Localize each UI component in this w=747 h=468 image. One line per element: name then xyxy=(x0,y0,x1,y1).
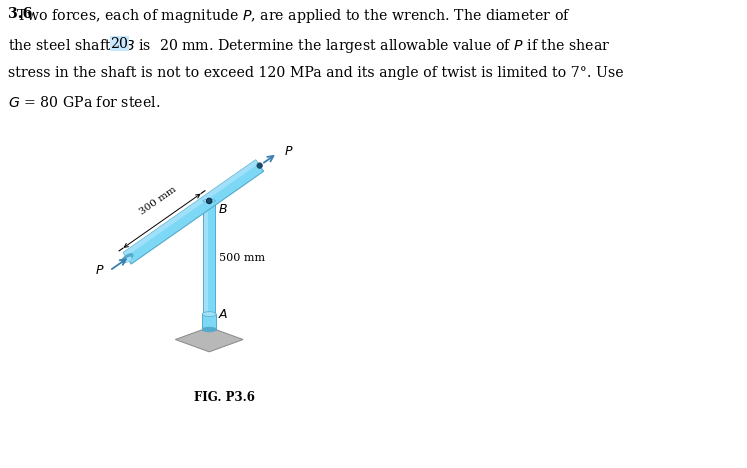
Bar xyxy=(204,201,208,314)
Text: $P$: $P$ xyxy=(284,145,293,158)
Text: stress in the shaft is not to exceed 120 MPa and its angle of twist is limited t: stress in the shaft is not to exceed 120… xyxy=(8,66,624,80)
Bar xyxy=(202,314,216,329)
Ellipse shape xyxy=(121,254,133,263)
Ellipse shape xyxy=(202,327,216,332)
Bar xyxy=(203,201,215,314)
Text: FIG. P3.6: FIG. P3.6 xyxy=(193,391,255,404)
Text: $A$: $A$ xyxy=(218,307,229,321)
Text: Two forces, each of magnitude $P$, are applied to the wrench. The diameter of: Two forces, each of magnitude $P$, are a… xyxy=(8,7,571,25)
Ellipse shape xyxy=(203,199,215,203)
Ellipse shape xyxy=(125,256,131,263)
Text: $P$: $P$ xyxy=(96,264,105,277)
Polygon shape xyxy=(176,327,243,352)
Text: $G$ = 80 GPa for steel.: $G$ = 80 GPa for steel. xyxy=(8,95,161,110)
Ellipse shape xyxy=(257,163,262,168)
Ellipse shape xyxy=(206,198,212,204)
Text: 20: 20 xyxy=(111,37,128,51)
Text: 300 mm: 300 mm xyxy=(138,184,179,216)
Text: the steel shaft $AB$ is  ​20 mm. Determine the largest allowable value of $P$ if: the steel shaft $AB$ is ​20 mm. Determin… xyxy=(8,37,610,54)
Polygon shape xyxy=(123,160,258,256)
Ellipse shape xyxy=(202,312,216,316)
Text: $B$: $B$ xyxy=(217,203,228,216)
Polygon shape xyxy=(123,160,264,264)
Text: 3.6: 3.6 xyxy=(8,7,33,21)
Text: 500 mm: 500 mm xyxy=(219,253,265,263)
